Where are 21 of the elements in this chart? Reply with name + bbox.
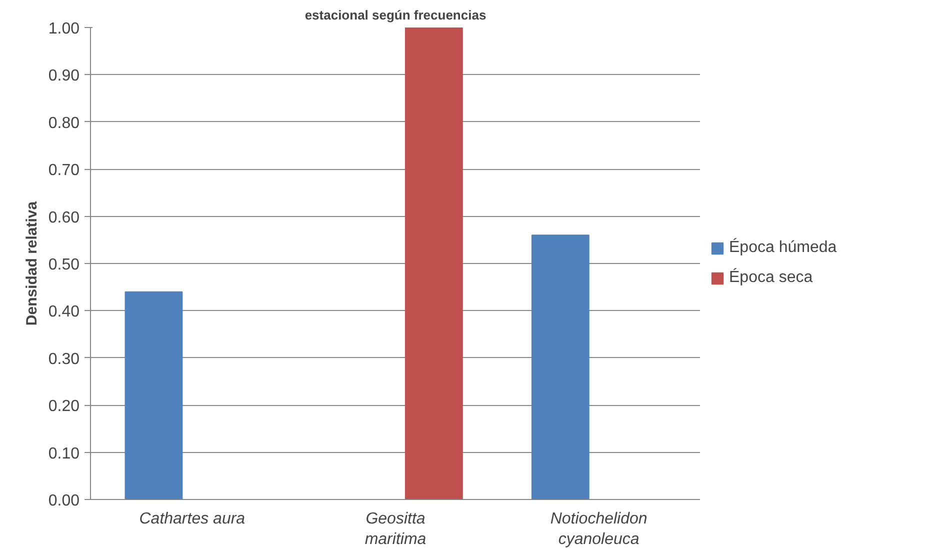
y-tick-label: 0.20 (48, 398, 80, 416)
legend-label: Época húmeda (729, 239, 837, 257)
y-tick-label: 0.80 (48, 114, 80, 132)
bar (124, 291, 183, 500)
legend-label: Época seca (729, 269, 813, 287)
y-tick-label: 0.60 (48, 209, 80, 226)
y-tick-label: 0.70 (48, 162, 80, 180)
y-tick-label: 1.00 (48, 20, 80, 38)
y-tick-label: 0.50 (48, 256, 80, 274)
x-tick-label: Cathartes aura (139, 510, 246, 528)
y-tick-label: 0.10 (48, 445, 80, 462)
x-tick-label: Notiochelidon cyanoleuca (550, 510, 648, 548)
x-tick-label: Geositta maritima (364, 510, 426, 548)
y-tick-label: 0.00 (48, 492, 80, 510)
bar (404, 28, 463, 500)
y-axis-title: Densidad relativa (23, 200, 40, 326)
bar (531, 234, 590, 500)
chart-title: estacional según frecuencias (304, 8, 486, 22)
y-tick-label: 0.40 (48, 304, 80, 321)
y-tick-label: 0.90 (48, 68, 80, 85)
y-tick-label: 0.30 (48, 350, 80, 368)
